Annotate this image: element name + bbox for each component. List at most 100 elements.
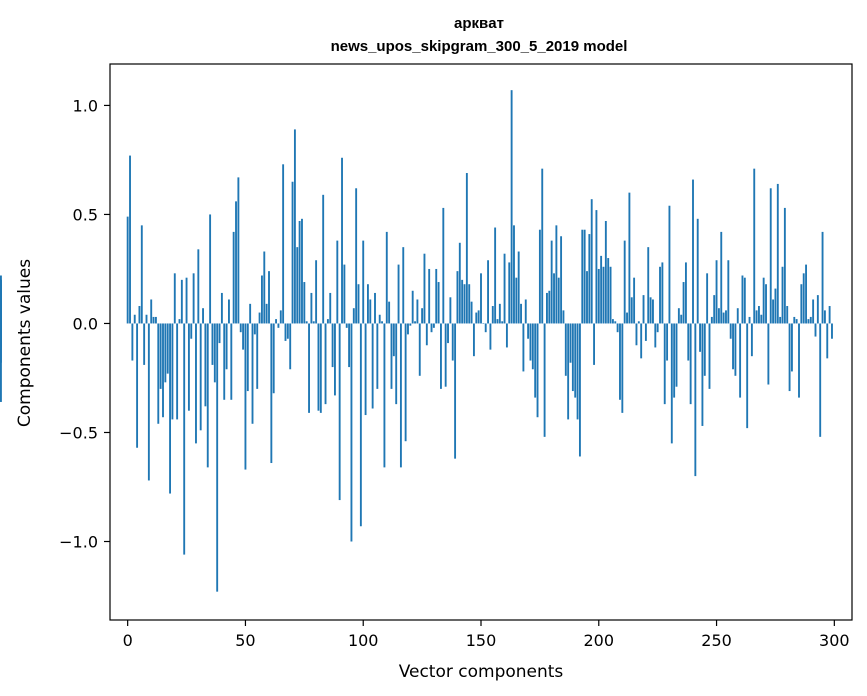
bar-70: [291, 181, 294, 324]
bar-91: [341, 157, 343, 324]
bar-50: [244, 323, 247, 470]
bar-278: [781, 266, 784, 324]
bar-172: [531, 323, 534, 370]
bar-74: [301, 218, 303, 324]
bar-176: [541, 168, 544, 324]
bar-253: [722, 312, 725, 324]
bar-281: [788, 323, 791, 392]
bar-125: [421, 308, 424, 324]
bar-247: [708, 323, 711, 389]
bar-120: [409, 323, 412, 326]
bar-284: [795, 319, 798, 324]
bar-242: [696, 218, 699, 324]
bar-78: [310, 292, 313, 324]
bar-114: [395, 323, 398, 405]
bar-272: [767, 323, 770, 385]
bar-190: [574, 323, 577, 398]
bar-161: [505, 323, 508, 348]
x-axis-label: Vector components: [399, 662, 564, 682]
bar-153: [487, 260, 489, 324]
bar-22: [178, 319, 181, 324]
bar-43: [228, 299, 230, 324]
bar-29: [195, 323, 197, 444]
bar-77: [308, 323, 310, 413]
bar-144: [465, 173, 468, 324]
bar-13: [157, 323, 160, 424]
bar-67: [284, 323, 287, 341]
bar-109: [383, 323, 386, 468]
bar-260: [739, 323, 742, 398]
bar-289: [807, 319, 810, 324]
y-tick-label: −0.5: [59, 423, 98, 442]
bar-106: [376, 323, 379, 389]
bar-97: [355, 188, 358, 324]
bar-265: [750, 323, 753, 357]
bar-189: [571, 323, 574, 392]
bar-83: [322, 194, 325, 324]
y-axis-ticks: −1.0 −0.5 0.0 0.5 1.0: [59, 96, 110, 552]
bar-211: [623, 240, 626, 324]
x-axis-ticks: 0 50 100 150 200 250 300: [123, 620, 850, 650]
bar-203: [604, 220, 607, 324]
bar-98: [357, 284, 360, 324]
bar-72: [296, 247, 299, 324]
bar-296: [823, 310, 826, 324]
bar-85: [326, 319, 329, 324]
bar-279: [783, 207, 786, 324]
bar-86: [329, 292, 332, 324]
bar-0: [126, 216, 129, 324]
bar-19: [171, 323, 174, 420]
bar-87: [331, 323, 334, 368]
bar-11: [152, 316, 155, 324]
bar-122: [414, 321, 416, 324]
bar-182: [555, 225, 558, 324]
bar-257: [732, 323, 734, 370]
bar-258: [734, 323, 737, 376]
bar-174: [536, 323, 539, 418]
bar-192: [578, 323, 581, 457]
bar-193: [581, 229, 584, 324]
bar-299: [831, 323, 833, 339]
y-axis-label: Components values: [15, 259, 35, 427]
bar-160: [503, 253, 506, 324]
bar-187: [567, 323, 570, 420]
bar-132: [437, 282, 440, 324]
bar-207: [614, 321, 617, 324]
bar-37: [213, 323, 216, 383]
bar-84: [324, 323, 327, 405]
bar-171: [529, 323, 532, 361]
bar-undefined: [0, 275, 2, 324]
bar-99: [359, 323, 362, 527]
bar-135: [444, 323, 447, 387]
bar-49: [242, 323, 245, 350]
bar-113: [392, 323, 395, 357]
bar-64: [277, 323, 280, 328]
bar-40: [220, 292, 223, 324]
bar-58: [263, 251, 266, 324]
bar-271: [765, 284, 767, 324]
bar-54: [253, 323, 256, 335]
bar-47: [237, 177, 240, 324]
bar-138: [451, 323, 454, 361]
bar-17: [166, 323, 169, 374]
bar-7: [143, 323, 146, 365]
bar-145: [468, 284, 471, 324]
bar-292: [814, 323, 817, 337]
bar-165: [515, 277, 518, 324]
bar-252: [720, 231, 723, 324]
bar-119: [407, 323, 409, 335]
bar-94: [348, 323, 351, 368]
bar-249: [713, 295, 716, 324]
bar-102: [366, 284, 369, 324]
bar-214: [630, 297, 633, 324]
bar-243: [699, 323, 701, 352]
bar-159: [501, 321, 504, 324]
bar-5: [138, 306, 141, 324]
bar-33: [204, 323, 207, 407]
bar-229: [666, 323, 669, 361]
bar-282: [790, 323, 793, 372]
bar-71: [293, 129, 296, 324]
bar-128: [428, 268, 431, 324]
bar-205: [609, 266, 612, 324]
bar-20: [173, 273, 176, 324]
